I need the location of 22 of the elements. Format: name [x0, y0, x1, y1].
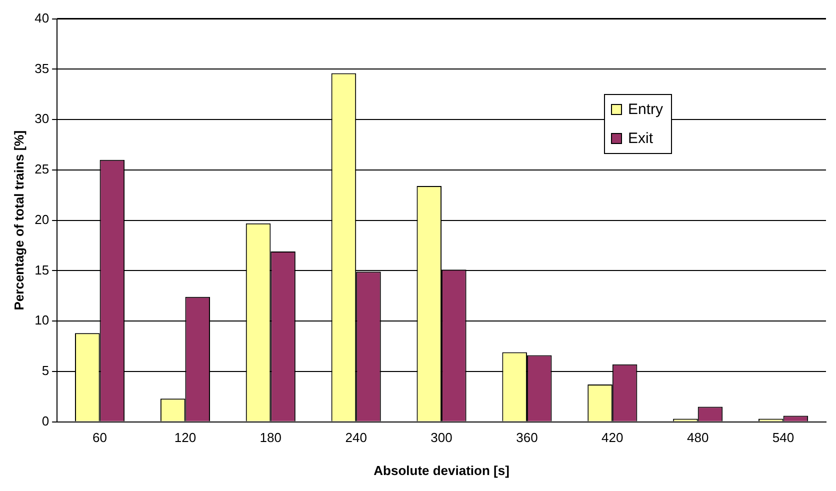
- x-tick-label: 480: [686, 430, 709, 446]
- x-tick-label: 60: [92, 430, 108, 446]
- y-tick-label: 0: [42, 413, 50, 428]
- y-tick-label: 5: [42, 363, 50, 378]
- x-tick-label: 180: [260, 430, 282, 446]
- x-tick-label: 420: [602, 430, 624, 446]
- x-tick-label: 300: [430, 430, 452, 446]
- x-axis-title: Absolute deviation [s]: [374, 462, 510, 478]
- x-tick-label: 120: [174, 430, 196, 446]
- legend-label: Entry: [628, 101, 664, 118]
- y-tick-label: 10: [34, 312, 50, 328]
- y-tick-label: 30: [34, 111, 50, 126]
- x-tick-label: 540: [772, 430, 794, 446]
- y-tick-label: 25: [34, 162, 50, 177]
- y-tick-label: 15: [34, 262, 50, 278]
- legend-label: Exit: [628, 130, 654, 147]
- y-tick-label: 35: [34, 60, 50, 76]
- y-axis-title: Percentage of total trains [%]: [11, 130, 26, 310]
- y-tick-label: 20: [34, 212, 50, 227]
- x-tick-label: 240: [345, 430, 367, 446]
- x-tick-label: 360: [516, 430, 538, 446]
- y-tick-label: 40: [34, 10, 50, 26]
